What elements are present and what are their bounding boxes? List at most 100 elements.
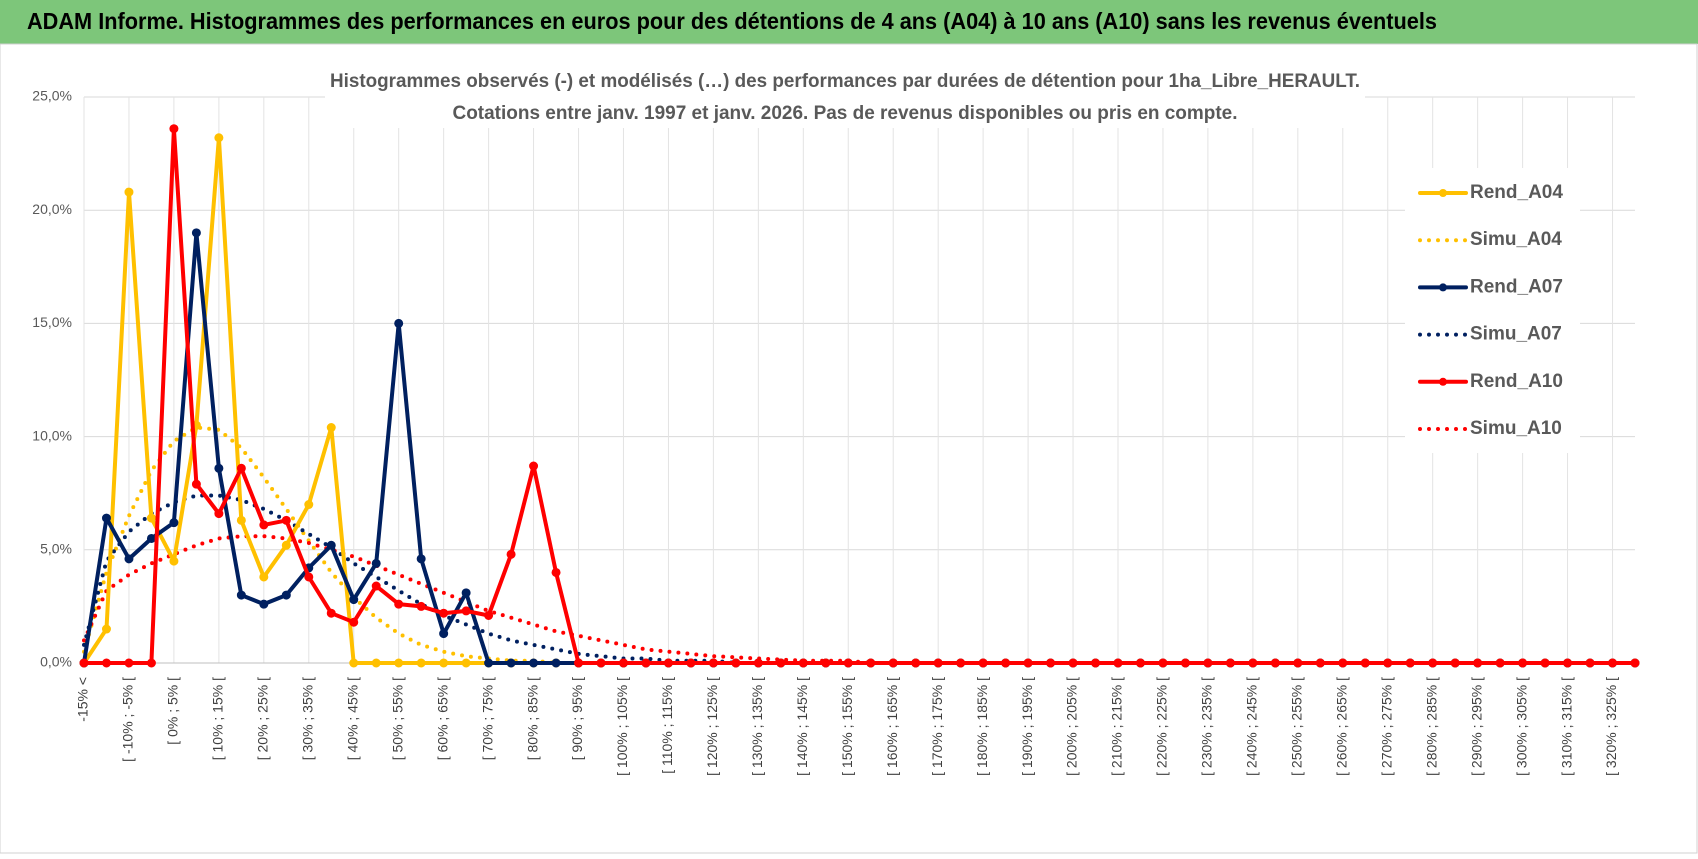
series-marker: [1248, 658, 1258, 668]
x-tick-label: [ 140% ; 145% [: [794, 677, 810, 776]
series-marker: [529, 658, 539, 668]
chart-subtitle: Cotations entre janv. 1997 et janv. 2026…: [453, 103, 1238, 124]
series-marker: [1428, 658, 1438, 668]
series-marker: [1630, 658, 1640, 668]
x-tick-label: [ 60% ; 65% [: [434, 677, 450, 760]
series-marker: [416, 554, 426, 564]
series-marker: [506, 549, 516, 559]
series-marker: [439, 658, 449, 668]
series-marker: [641, 658, 651, 668]
series-marker: [439, 608, 449, 618]
x-tick-label: [ 240% ; 245% [: [1244, 677, 1260, 776]
x-tick-label: [ 170% ; 175% [: [929, 677, 945, 776]
series-marker: [169, 556, 179, 566]
series-marker: [1450, 658, 1460, 668]
series-marker: [124, 554, 134, 564]
series-marker: [1315, 658, 1325, 668]
x-tick-label: [ 220% ; 225% [: [1154, 677, 1170, 776]
series-marker: [326, 608, 336, 618]
series-marker: [1135, 658, 1145, 668]
series-marker: [304, 500, 314, 510]
x-tick-label: [ 30% ; 35% [: [299, 677, 315, 760]
series-marker: [214, 509, 224, 519]
series-marker: [79, 658, 89, 668]
series-marker: [259, 599, 269, 609]
x-tick-label: [ 320% ; 325% [: [1603, 677, 1619, 776]
series-marker: [236, 515, 246, 525]
legend-label: Rend_A07: [1470, 276, 1563, 297]
series-marker: [236, 590, 246, 600]
series-marker: [753, 658, 763, 668]
series-marker: [484, 610, 494, 620]
legend-label: Rend_A10: [1470, 371, 1563, 392]
series-marker: [1540, 658, 1550, 668]
x-tick-label: [ 270% ; 275% [: [1378, 677, 1394, 776]
x-tick-label: [ 130% ; 135% [: [749, 677, 765, 776]
x-tick-label: [ 110% ; 115% [: [659, 677, 675, 774]
series-marker: [529, 461, 539, 471]
series-marker: [214, 463, 224, 473]
series-marker: [349, 617, 359, 627]
series-marker: [1203, 658, 1213, 668]
series-marker: [124, 187, 134, 197]
series-marker: [484, 658, 494, 668]
series-marker: [461, 606, 471, 616]
series-marker: [394, 318, 404, 328]
series-marker: [1270, 658, 1280, 668]
series-marker: [326, 540, 336, 550]
series-marker: [146, 513, 156, 523]
y-tick-label: 25,0%: [32, 88, 72, 104]
series-marker: [124, 658, 134, 668]
x-tick-label: [ 290% ; 295% [: [1468, 677, 1484, 776]
series-marker: [821, 658, 831, 668]
series-marker: [956, 658, 966, 668]
x-tick-label: -15% <: [75, 677, 91, 722]
x-tick-label: [ 310% ; 315% [: [1558, 677, 1574, 776]
series-marker: [1091, 658, 1101, 668]
legend: Rend_A04 Simu_A04 Rend_A07 Simu_A07 Rend_A10…: [1405, 168, 1580, 453]
series-marker: [551, 658, 561, 668]
series-marker: [798, 658, 808, 668]
y-tick-label: 15,0%: [32, 314, 72, 330]
series-marker: [708, 658, 718, 668]
series-marker: [101, 658, 111, 668]
x-tick-label: [ 300% ; 305% [: [1513, 677, 1529, 776]
series-marker: [618, 658, 628, 668]
legend-marker: [1439, 189, 1447, 197]
series-marker: [1113, 658, 1123, 668]
series-marker: [169, 124, 179, 134]
series-marker: [1585, 658, 1595, 668]
series-marker: [101, 624, 111, 634]
legend-label: Simu_A04: [1470, 229, 1562, 250]
series-marker: [146, 533, 156, 543]
series-marker: [101, 513, 111, 523]
legend-label: Rend_A04: [1470, 182, 1563, 203]
series-marker: [326, 423, 336, 433]
series-marker: [371, 558, 381, 568]
series-marker: [1293, 658, 1303, 668]
series-marker: [191, 228, 201, 238]
series-marker: [1608, 658, 1618, 668]
series-line: [82, 126, 1637, 665]
series-marker: [394, 599, 404, 609]
plot-area: 0,0% 5,0% 10,0% 15,0% 20,0% 25,0% -15% < [ -10%…: [32, 88, 1640, 776]
series-marker: [349, 658, 359, 668]
series-marker: [394, 658, 404, 668]
x-tick-label: [ 40% ; 45% [: [344, 677, 360, 760]
series-marker: [281, 590, 291, 600]
series-marker: [506, 658, 516, 668]
series-marker: [978, 658, 988, 668]
series-marker: [371, 581, 381, 591]
series-marker: [259, 572, 269, 582]
series-marker: [416, 601, 426, 611]
y-tick-label: 10,0%: [32, 427, 72, 443]
x-tick-label: [ -10% ; -5% [: [120, 677, 136, 762]
series-marker: [281, 540, 291, 550]
x-tick-label: [ 90% ; 95% [: [569, 677, 585, 760]
series-marker: [146, 658, 156, 668]
series-marker: [1495, 658, 1505, 668]
series-marker: [551, 567, 561, 577]
x-tick-label: [ 20% ; 25% [: [255, 677, 271, 760]
